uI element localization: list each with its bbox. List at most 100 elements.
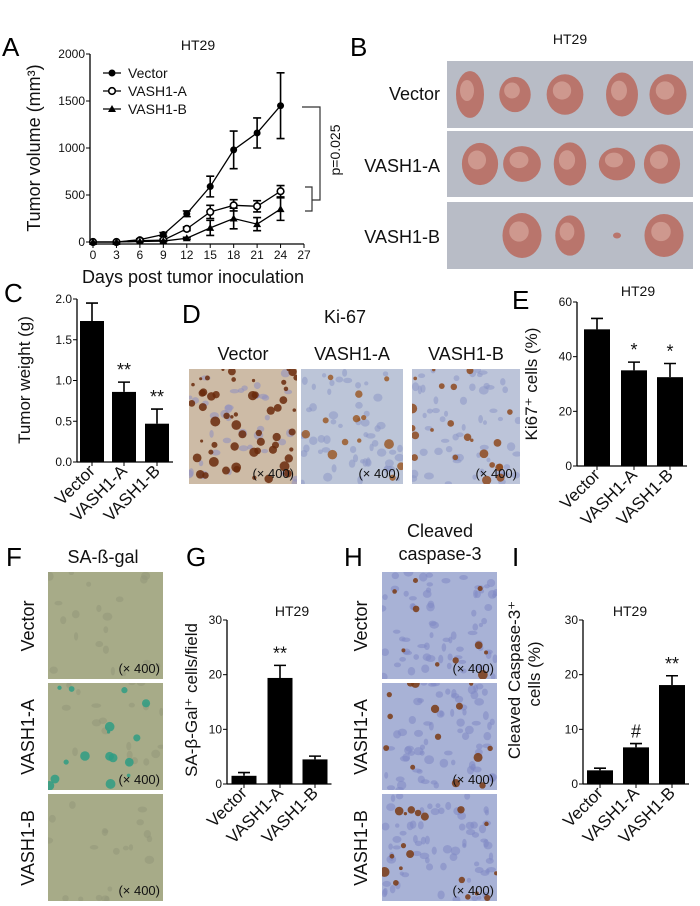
bar-vector	[80, 321, 104, 462]
nucleus	[128, 683, 136, 686]
y-tick-label: 20	[565, 668, 579, 682]
nucleus	[450, 631, 457, 640]
nucleus	[291, 479, 297, 484]
stained-cell	[198, 403, 207, 412]
stained-cell	[412, 431, 420, 440]
nucleus	[420, 384, 426, 393]
nucleus	[502, 386, 509, 394]
nucleus	[395, 794, 404, 800]
chart-title: HT29	[275, 603, 309, 619]
stained-cell	[383, 745, 390, 751]
stained-cell	[191, 382, 195, 387]
stained-cell	[327, 449, 338, 460]
sa-gal-vash1-a: (× 400)	[48, 683, 163, 790]
tumor-highlight	[655, 81, 675, 100]
stained-cell	[233, 465, 241, 473]
stained-cell	[289, 447, 294, 452]
nucleus	[382, 594, 388, 601]
tumor	[613, 232, 621, 239]
y-tick-label: 2.0	[55, 292, 72, 306]
nucleus	[511, 471, 520, 479]
nucleus	[112, 847, 120, 855]
nucleus	[323, 472, 333, 482]
nucleus	[482, 711, 489, 721]
stained-cell	[389, 853, 395, 859]
stained-cell	[208, 449, 214, 455]
nucleus	[331, 464, 337, 473]
stained-cell	[493, 439, 502, 447]
micrograph-image	[382, 794, 497, 901]
nucleus	[471, 609, 477, 617]
error-bar	[274, 664, 286, 678]
x-tick-label: 27	[297, 248, 311, 262]
stained-cell	[254, 447, 261, 455]
legend-label: Vector	[128, 65, 168, 81]
nucleus	[420, 683, 428, 686]
stained-cell	[108, 753, 118, 763]
tumor-highlight	[459, 79, 475, 102]
ki67-vash1-a: (× 400)	[301, 369, 403, 484]
nucleus	[101, 827, 109, 836]
nucleus	[440, 862, 447, 871]
nucleus	[467, 630, 478, 636]
y-tick-label: 0	[78, 235, 85, 249]
nucleus	[484, 809, 489, 816]
nucleus	[156, 663, 161, 669]
bar-vector	[584, 329, 610, 466]
nucleus	[490, 673, 496, 679]
nucleus	[399, 830, 407, 836]
nucleus	[426, 602, 435, 612]
nucleus	[470, 691, 479, 700]
micrograph-image	[382, 572, 497, 679]
nucleus	[472, 474, 477, 480]
nucleus	[419, 744, 426, 750]
nucleus	[418, 373, 426, 379]
stained-cell	[407, 806, 416, 814]
stained-cell	[204, 375, 210, 381]
stained-cell	[231, 420, 242, 430]
y-axis-label: Ki67⁺ cells (%)	[522, 328, 541, 441]
stained-cell	[458, 876, 465, 884]
micrograph-image	[412, 369, 520, 484]
stained-cell	[231, 377, 236, 382]
stained-cell	[447, 420, 455, 427]
nucleus	[477, 370, 488, 375]
nucleus	[452, 459, 462, 464]
nucleus	[392, 629, 401, 634]
nucleus	[423, 472, 434, 480]
stained-cell	[382, 867, 390, 877]
micrograph-image	[48, 572, 163, 679]
nucleus	[355, 401, 363, 409]
nucleus	[317, 434, 326, 443]
x-tick-label: 6	[137, 248, 144, 262]
panel-b-row-label: VASH1-A	[364, 156, 440, 176]
y-axis-label: Cleaved Caspase-3⁺	[505, 601, 524, 759]
stained-cell	[412, 454, 418, 462]
nucleus	[388, 843, 393, 850]
panel-letter-e: E	[512, 285, 529, 315]
stained-cell	[463, 433, 472, 441]
nucleus	[448, 636, 453, 644]
micrograph-image	[382, 683, 497, 790]
nucleus	[479, 468, 485, 476]
stained-cell	[288, 369, 297, 377]
error-bar	[151, 408, 163, 424]
stained-cell	[251, 391, 259, 399]
nucleus	[365, 433, 376, 439]
panel-b-row-label: VASH1-B	[364, 227, 440, 247]
nucleus	[136, 683, 146, 687]
nucleus	[450, 846, 461, 856]
nucleus	[395, 476, 400, 481]
nucleus	[98, 717, 108, 724]
nucleus	[91, 703, 102, 708]
significance-mark: **	[273, 643, 287, 663]
stained-cell	[68, 686, 75, 692]
nucleus	[343, 377, 353, 384]
nucleus	[471, 895, 479, 901]
nucleus	[128, 844, 134, 851]
nucleus	[476, 895, 482, 900]
stained-cell	[420, 812, 429, 821]
stained-cell	[400, 843, 407, 849]
panel-letter-h: H	[344, 542, 363, 572]
